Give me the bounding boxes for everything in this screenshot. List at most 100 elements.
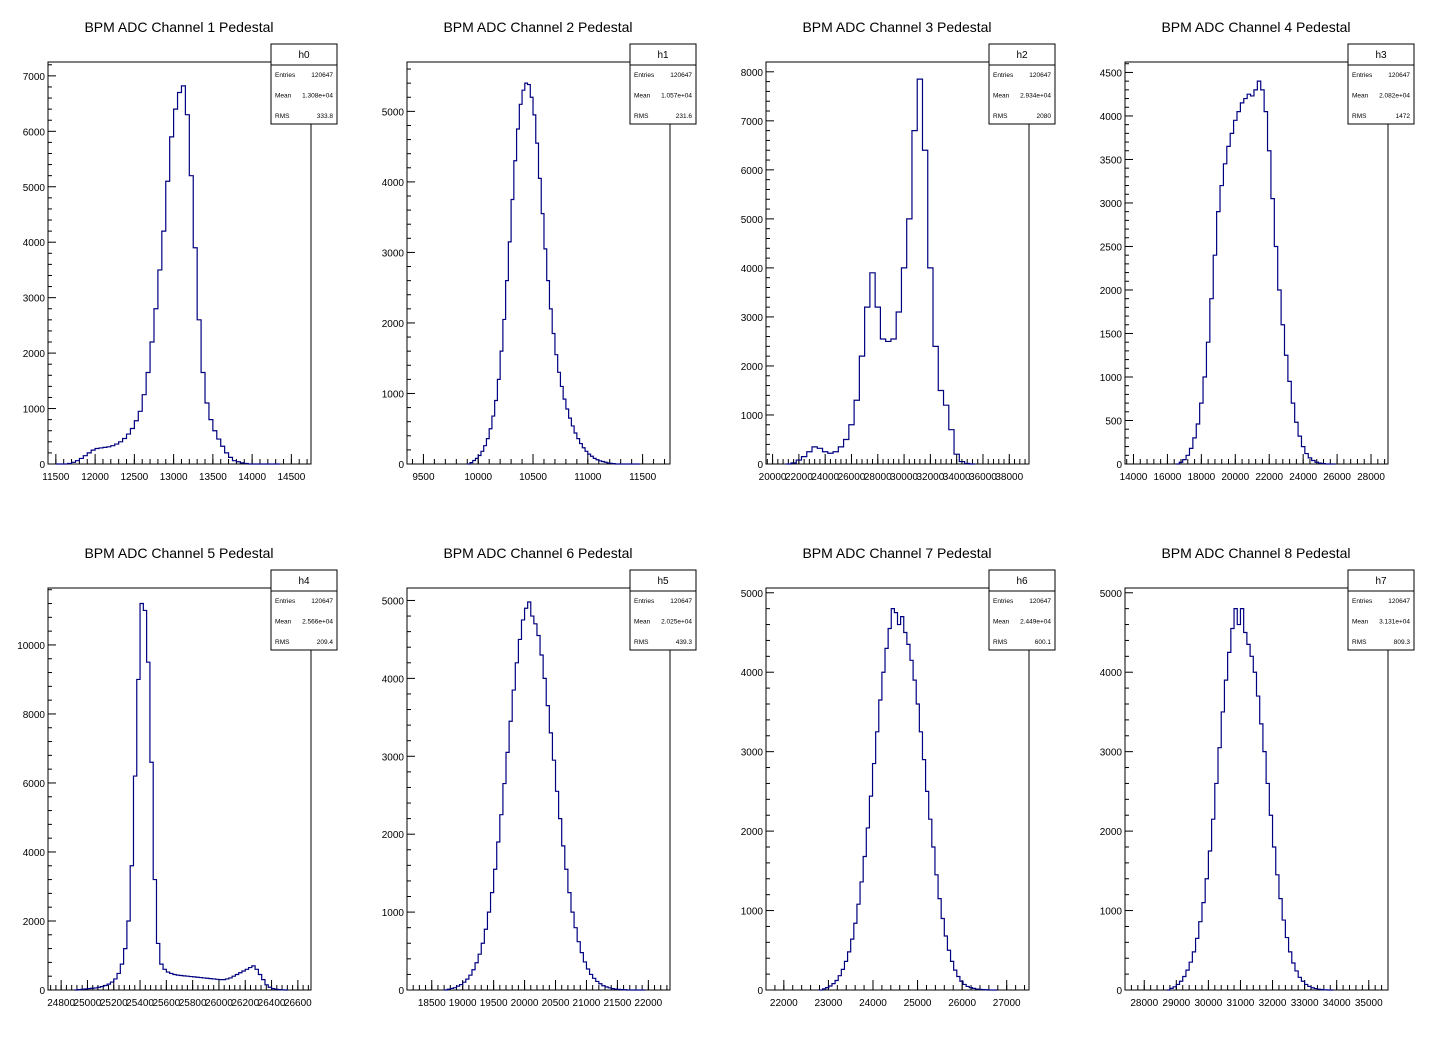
y-tick-label: 2500 bbox=[1100, 242, 1123, 253]
x-tick-label: 24000 bbox=[859, 998, 887, 1009]
stats-entries-label: Entries bbox=[993, 598, 1014, 605]
x-tick-label: 13000 bbox=[160, 472, 188, 483]
plot-frame bbox=[406, 61, 671, 465]
stats-entries-label: Entries bbox=[275, 72, 296, 79]
y-tick-label: 8000 bbox=[23, 710, 46, 721]
y-tick-label: 4000 bbox=[1100, 112, 1123, 123]
y-tick-label: 0 bbox=[398, 986, 404, 997]
x-tick-label: 25000 bbox=[74, 998, 102, 1009]
stats-mean-value: 1.308e+04 bbox=[302, 93, 333, 100]
stats-mean-label: Mean bbox=[275, 93, 292, 100]
y-tick-label: 6000 bbox=[23, 127, 46, 138]
histogram-series-line bbox=[819, 608, 998, 991]
y-tick-label: 2000 bbox=[741, 827, 764, 838]
y-tick-label: 5000 bbox=[741, 215, 764, 226]
stats-box bbox=[1347, 43, 1415, 125]
y-tick-label: 0 bbox=[1116, 986, 1122, 997]
stats-box bbox=[988, 43, 1056, 125]
x-tick-label: 10000 bbox=[464, 472, 492, 483]
plot-frame bbox=[765, 61, 1030, 465]
x-tick-label: 26000 bbox=[838, 472, 866, 483]
x-tick-label: 34000 bbox=[943, 472, 971, 483]
x-tick-label: 19000 bbox=[449, 998, 477, 1009]
x-tick-label: 22000 bbox=[770, 998, 798, 1009]
stats-entries-label: Entries bbox=[634, 598, 655, 605]
y-tick-label: 4000 bbox=[23, 848, 46, 859]
histogram-panel-6: BPM ADC Channel 6 Pedestal 0 1000 2000 3000 4… bbox=[382, 545, 697, 1009]
y-tick-label: 0 bbox=[39, 986, 45, 997]
stats-mean-value: 2.449e+04 bbox=[1020, 619, 1051, 626]
y-tick-label: 4000 bbox=[382, 674, 405, 685]
histogram-panel-1: BPM ADC Channel 1 Pedestal 0 1000 2000 3000 4… bbox=[23, 19, 338, 483]
stats-mean-value: 2.082e+04 bbox=[1379, 93, 1410, 100]
y-tick-label: 0 bbox=[398, 460, 404, 471]
y-tick-label: 2000 bbox=[1100, 827, 1123, 838]
y-tick-label: 3500 bbox=[1100, 155, 1123, 166]
y-tick-label: 2000 bbox=[1100, 286, 1123, 297]
x-tick-label: 27000 bbox=[993, 998, 1021, 1009]
y-tick-label: 4000 bbox=[382, 178, 405, 189]
x-tick-label: 26600 bbox=[284, 998, 312, 1009]
x-tick-label: 12000 bbox=[81, 472, 109, 483]
y-tick-label: 7000 bbox=[741, 117, 764, 128]
y-tick-label: 1000 bbox=[741, 411, 764, 422]
histogram-series-line bbox=[1166, 608, 1334, 991]
stats-rms-label: RMS bbox=[275, 113, 290, 120]
stats-entries-value: 120647 bbox=[311, 598, 333, 605]
y-tick-label: 3000 bbox=[741, 748, 764, 759]
histogram-panel-2: BPM ADC Channel 2 Pedestal 0 1000 2000 3000 4… bbox=[382, 19, 697, 483]
y-tick-label: 0 bbox=[39, 460, 45, 471]
x-tick-label: 14500 bbox=[277, 472, 305, 483]
chart-title: BPM ADC Channel 1 Pedestal bbox=[84, 19, 273, 35]
x-tick-label: 26000 bbox=[205, 998, 233, 1009]
x-tick-label: 24000 bbox=[811, 472, 839, 483]
stats-entries-value: 120647 bbox=[1029, 72, 1051, 79]
y-tick-label: 5000 bbox=[382, 107, 405, 118]
x-tick-label: 30000 bbox=[1194, 998, 1222, 1009]
x-tick-label: 28000 bbox=[864, 472, 892, 483]
stats-mean-value: 3.131e+04 bbox=[1379, 619, 1410, 626]
stats-mean-label: Mean bbox=[993, 619, 1010, 626]
x-tick-label: 11500 bbox=[629, 472, 657, 483]
histogram-series-line bbox=[74, 602, 288, 991]
stats-mean-label: Mean bbox=[634, 93, 651, 100]
x-tick-label: 16000 bbox=[1154, 472, 1182, 483]
histogram-series-line bbox=[55, 85, 280, 465]
y-tick-label: 5000 bbox=[382, 596, 405, 607]
stats-box bbox=[629, 43, 697, 125]
x-tick-label: 26000 bbox=[948, 998, 976, 1009]
x-tick-label: 10500 bbox=[519, 472, 547, 483]
x-tick-label: 24800 bbox=[47, 998, 75, 1009]
y-tick-label: 1000 bbox=[1100, 373, 1123, 384]
x-tick-label: 26200 bbox=[231, 998, 259, 1009]
chart-title: BPM ADC Channel 8 Pedestal bbox=[1161, 545, 1350, 561]
stats-mean-value: 2.934e+04 bbox=[1020, 93, 1051, 100]
y-tick-label: 1000 bbox=[741, 907, 764, 918]
stats-name: h3 bbox=[1375, 50, 1387, 61]
stats-name: h2 bbox=[1016, 50, 1028, 61]
stats-rms-label: RMS bbox=[993, 113, 1008, 120]
chart-title: BPM ADC Channel 7 Pedestal bbox=[802, 545, 991, 561]
x-tick-label: 20500 bbox=[542, 998, 570, 1009]
x-tick-label: 32000 bbox=[916, 472, 944, 483]
y-tick-label: 1000 bbox=[23, 405, 46, 416]
y-tick-label: 500 bbox=[1105, 416, 1122, 427]
chart-title: BPM ADC Channel 5 Pedestal bbox=[84, 545, 273, 561]
stats-entries-value: 120647 bbox=[1388, 72, 1410, 79]
stats-mean-value: 2.566e+04 bbox=[302, 619, 333, 626]
plot-frame bbox=[47, 61, 312, 465]
x-tick-label: 32000 bbox=[1259, 998, 1287, 1009]
stats-rms-value: 439.3 bbox=[676, 639, 693, 646]
histogram-series-line bbox=[444, 601, 646, 991]
plot-frame bbox=[406, 587, 671, 991]
x-tick-label: 26000 bbox=[1323, 472, 1351, 483]
stats-name: h6 bbox=[1016, 576, 1028, 587]
stats-mean-label: Mean bbox=[634, 619, 651, 626]
stats-box bbox=[629, 569, 697, 651]
x-tick-label: 18000 bbox=[1187, 472, 1215, 483]
y-tick-label: 7000 bbox=[23, 72, 46, 83]
plot-frame bbox=[765, 587, 1030, 991]
y-tick-label: 0 bbox=[757, 986, 763, 997]
y-tick-label: 4000 bbox=[741, 668, 764, 679]
